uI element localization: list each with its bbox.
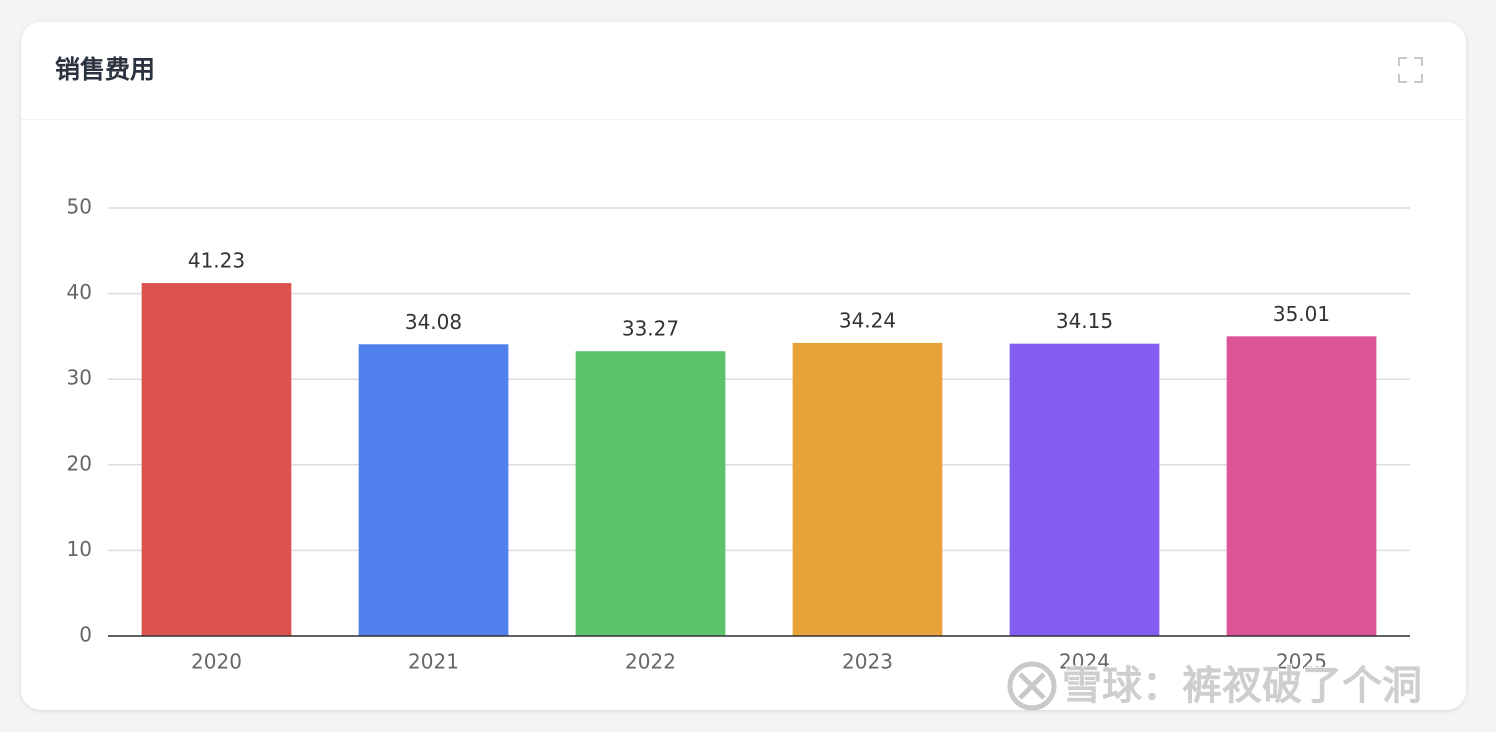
data-label: 41.23: [188, 249, 245, 273]
y-tick-label: 20: [67, 451, 92, 475]
bar: [141, 283, 292, 636]
data-label: 34.08: [405, 310, 462, 334]
card-title: 销售费用: [55, 55, 155, 84]
y-tick-label: 10: [67, 537, 92, 561]
x-tick-label: 2025: [1276, 650, 1327, 674]
x-tick-label: 2021: [408, 650, 459, 674]
data-label: 34.24: [839, 308, 896, 332]
watermark-logo: [1007, 661, 1057, 711]
x-tick-label: 2023: [842, 650, 893, 674]
y-tick-label: 50: [67, 195, 92, 219]
x-tick-label: 2022: [625, 650, 676, 674]
expand-icon[interactable]: [1398, 57, 1423, 83]
watermark: 雪球：裤衩破了个洞: [1062, 663, 1422, 709]
plot-area: 0 10 20 30 40 50 2020 41.23 2021 34.08 2022 33.27 20…: [67, 195, 1410, 674]
data-label: 33.27: [622, 317, 679, 341]
x-tick-label: 2024: [1059, 650, 1110, 674]
bar: [575, 351, 726, 636]
bar: [1009, 343, 1160, 636]
data-label: 35.01: [1273, 302, 1330, 326]
bar: [358, 344, 509, 636]
bar: [792, 342, 943, 636]
bar: [1226, 336, 1377, 636]
y-tick-label: 40: [67, 280, 92, 304]
data-label: 34.15: [1056, 309, 1113, 333]
y-tick-label: 0: [79, 623, 92, 647]
y-tick-label: 30: [67, 366, 92, 390]
x-tick-label: 2020: [191, 650, 242, 674]
